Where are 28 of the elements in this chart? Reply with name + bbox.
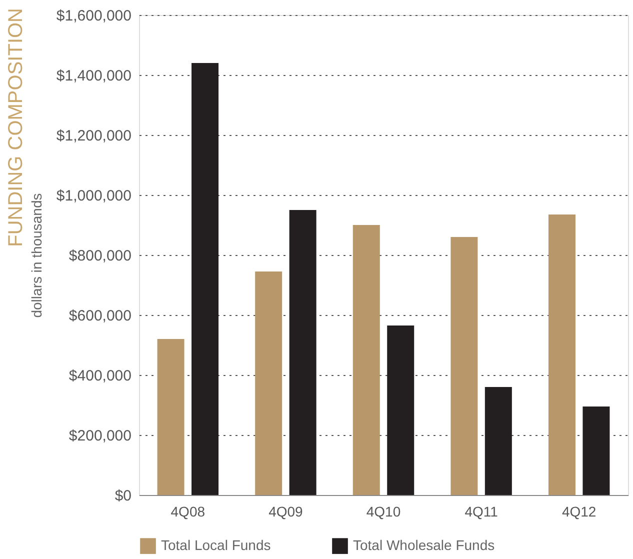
legend-label: Total Local Funds bbox=[161, 537, 271, 554]
y-tick-label: $1,000,000 bbox=[56, 188, 132, 204]
y-tick-label: $0 bbox=[114, 488, 132, 504]
y-tick-label: $200,000 bbox=[68, 428, 132, 444]
x-tick-label: 4Q10 bbox=[366, 504, 401, 520]
x-tick-label: 4Q09 bbox=[268, 504, 304, 520]
text: FUNDING COMPOSITION bbox=[4, 8, 27, 247]
legend-label: Total Wholesale Funds bbox=[353, 537, 495, 554]
bar bbox=[255, 272, 282, 495]
bar bbox=[352, 225, 380, 495]
y-tick-label: $1,200,000 bbox=[56, 128, 132, 144]
bar bbox=[484, 387, 512, 495]
bar bbox=[289, 210, 316, 495]
bar bbox=[192, 63, 219, 495]
bar bbox=[548, 214, 576, 495]
x-tick-label: 4Q11 bbox=[464, 504, 498, 520]
y-tick-label: $1,600,000 bbox=[56, 8, 132, 24]
y-tick-label: $600,000 bbox=[68, 308, 132, 324]
y-tick-label: $800,000 bbox=[68, 248, 132, 264]
bar bbox=[387, 326, 414, 495]
bar bbox=[157, 339, 184, 495]
bar bbox=[582, 406, 610, 495]
x-tick-label: 4Q08 bbox=[170, 504, 206, 520]
y-tick-label: $1,400,000 bbox=[56, 68, 132, 84]
bar bbox=[450, 237, 478, 495]
x-tick-label: 4Q12 bbox=[562, 504, 596, 520]
y-tick-label: $400,000 bbox=[68, 368, 132, 384]
y-axis-title: dollars in thousands bbox=[28, 193, 44, 318]
